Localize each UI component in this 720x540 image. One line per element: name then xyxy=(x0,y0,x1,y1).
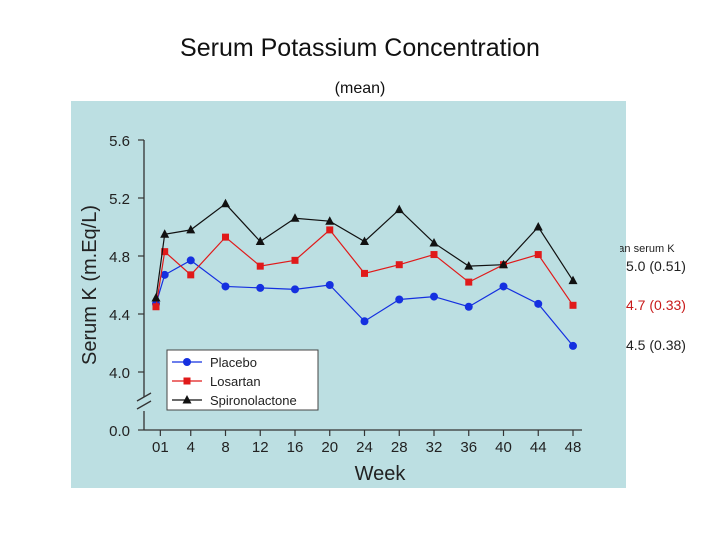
side-value-placebo: 4.5 (0.38) xyxy=(626,337,686,353)
data-point-spironolactone xyxy=(499,259,508,269)
data-point-placebo xyxy=(430,292,438,301)
y-tick-label: 0.0 xyxy=(109,423,130,440)
x-axis-title: Week xyxy=(355,463,407,485)
side-value-spironolactone: 5.0 (0.51) xyxy=(626,258,686,274)
slide-title: Serum Potassium Concentration xyxy=(180,34,540,62)
data-point-placebo xyxy=(499,282,508,291)
series-placebo xyxy=(152,256,577,350)
data-point-losartan xyxy=(361,269,368,277)
data-point-placebo xyxy=(256,283,265,292)
x-tick-label: 28 xyxy=(391,439,408,456)
x-tick-label: 48 xyxy=(565,439,582,456)
chart-panel xyxy=(71,101,626,488)
data-point-losartan xyxy=(152,303,160,311)
legend-marker-placebo xyxy=(183,358,191,366)
y-tick-label: 4.0 xyxy=(109,365,130,382)
data-point-losartan xyxy=(534,251,542,259)
x-tick-label: 8 xyxy=(221,439,229,456)
data-point-spironolactone xyxy=(160,229,170,238)
data-point-spironolactone xyxy=(186,224,196,234)
x-tick-label: 36 xyxy=(460,439,477,456)
data-point-losartan xyxy=(395,261,403,269)
data-point-spironolactone xyxy=(151,293,161,302)
x-tick-label: 16 xyxy=(287,439,304,456)
axis-break-mark xyxy=(136,392,152,402)
data-point-spironolactone xyxy=(221,198,230,208)
legend-label-losartan: Losartan xyxy=(210,374,261,389)
data-point-placebo xyxy=(160,270,169,279)
x-tick-label: 01 xyxy=(152,439,169,456)
y-axis-title: Serum K (m.Eq/L) xyxy=(79,205,101,365)
data-point-spironolactone xyxy=(464,261,474,270)
data-point-spironolactone xyxy=(290,213,300,222)
x-tick-label: 44 xyxy=(530,439,547,456)
x-tick-label: 24 xyxy=(356,439,373,456)
axis-break-mark xyxy=(136,400,152,410)
data-point-losartan xyxy=(291,256,299,264)
series-line-placebo xyxy=(155,259,574,347)
y-tick-label: 5.6 xyxy=(109,133,130,150)
data-point-spironolactone xyxy=(360,236,369,245)
data-point-losartan xyxy=(430,251,438,259)
data-point-spironolactone xyxy=(429,237,439,247)
data-point-losartan xyxy=(465,278,473,286)
series-losartan xyxy=(152,226,577,311)
data-point-spironolactone xyxy=(255,236,265,245)
data-point-placebo xyxy=(186,256,195,265)
y-tick-label: 4.8 xyxy=(109,249,130,266)
legend-marker-losartan xyxy=(183,377,191,385)
data-point-spironolactone xyxy=(325,216,335,225)
data-point-losartan xyxy=(569,301,577,309)
data-point-spironolactone xyxy=(568,275,578,285)
series-spironolactone xyxy=(151,198,578,302)
data-point-losartan xyxy=(161,248,169,256)
data-point-placebo xyxy=(325,281,334,289)
x-tick-label: 4 xyxy=(187,439,195,456)
x-tick-label: 20 xyxy=(321,439,338,456)
data-point-losartan xyxy=(256,262,264,270)
data-point-placebo xyxy=(291,285,299,294)
data-point-placebo xyxy=(534,299,543,308)
side-value-losartan: 4.7 (0.33) xyxy=(626,297,686,313)
data-point-placebo xyxy=(360,317,369,326)
legend-label-placebo: Placebo xyxy=(210,355,257,370)
data-point-placebo xyxy=(221,282,230,291)
data-point-placebo xyxy=(569,341,577,350)
slide-subtitle: (mean) xyxy=(334,80,386,97)
data-point-losartan xyxy=(187,271,195,279)
x-tick-label: 40 xyxy=(495,439,512,456)
y-tick-label: 4.4 xyxy=(109,307,130,324)
series-line-spironolactone xyxy=(155,202,574,299)
series-line-losartan xyxy=(155,229,574,307)
data-point-spironolactone xyxy=(533,222,543,231)
legend-label-spironolactone: Spironolactone xyxy=(210,393,297,408)
legend-marker-spironolactone xyxy=(182,395,192,404)
data-point-placebo xyxy=(395,295,404,304)
data-point-placebo xyxy=(464,302,473,311)
y-tick-label: 5.2 xyxy=(109,191,130,208)
side-panel-heading: Mean serum K xyxy=(620,243,675,255)
data-point-spironolactone xyxy=(394,204,404,214)
x-tick-label: 12 xyxy=(252,439,269,456)
data-point-losartan xyxy=(326,226,334,234)
x-tick-label: 32 xyxy=(426,439,443,456)
data-point-losartan xyxy=(222,233,229,241)
